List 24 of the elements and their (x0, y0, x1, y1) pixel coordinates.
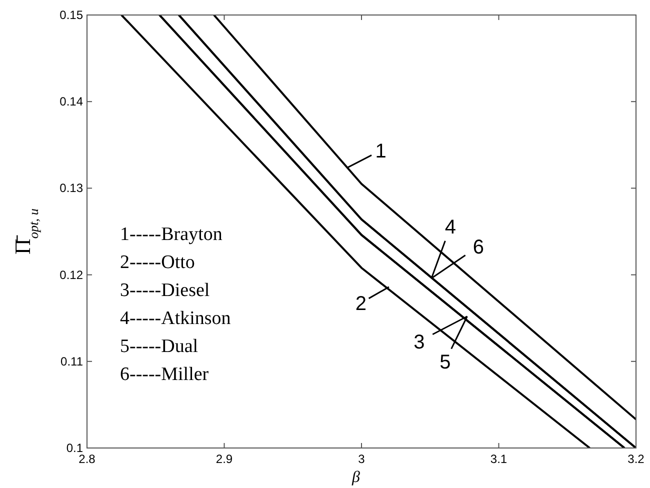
annotation: 4 (444, 216, 456, 238)
y-tick-label: 0.15 (60, 8, 84, 22)
y-tick-label: 0.13 (60, 181, 84, 196)
x-tick-label: 3.1 (490, 452, 508, 466)
x-tick-label: 2.8 (78, 452, 96, 466)
x-tick-label: 3 (358, 452, 366, 466)
y-tick-label: 0.11 (60, 354, 84, 368)
annotation: 5 (440, 351, 451, 374)
y-tick-label: 0.1 (66, 441, 84, 455)
annotation: 1 (375, 140, 386, 162)
annotation: 3-----Diesel (120, 280, 210, 301)
y-tick-label: 0.12 (60, 268, 84, 282)
x-tick-label: 3.2 (628, 452, 645, 466)
annotation: 4-----Atkinson (120, 308, 232, 329)
annotation: 2-----Otto (120, 252, 195, 273)
annotation: 3 (414, 331, 425, 354)
annotation: 6-----Miller (120, 364, 210, 385)
annotation: 5-----Dual (120, 336, 198, 357)
annotation: 2 (355, 292, 367, 315)
y-tick-label: 0.14 (60, 94, 84, 109)
x-tick-label: 2.9 (216, 452, 233, 466)
annotation: 6 (472, 236, 484, 258)
x-axis-title: β (351, 469, 360, 486)
annotation: 1-----Brayton (120, 224, 223, 245)
